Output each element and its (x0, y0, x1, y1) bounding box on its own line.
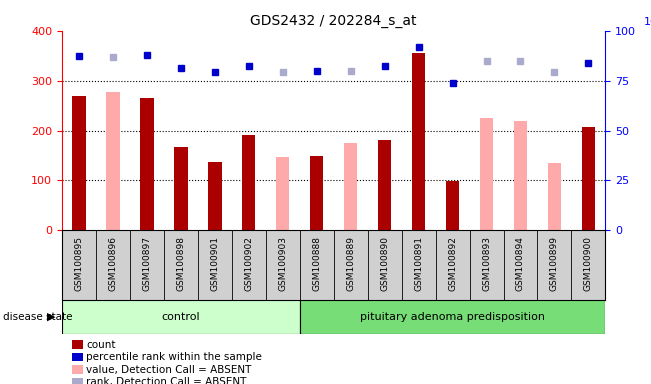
Bar (242, 134, 255, 230)
Text: GSM100889: GSM100889 (346, 236, 355, 291)
Text: control: control (161, 312, 200, 322)
Bar (140, 98, 154, 230)
Bar (412, 53, 425, 230)
Text: GSM100895: GSM100895 (74, 236, 83, 291)
Bar (446, 182, 460, 230)
Text: GSM100888: GSM100888 (312, 236, 321, 291)
Bar (174, 147, 187, 230)
Bar (62, 300, 299, 334)
Bar (106, 92, 120, 230)
Text: GSM100898: GSM100898 (176, 236, 186, 291)
Text: GSM100899: GSM100899 (550, 236, 559, 291)
Text: value, Detection Call = ABSENT: value, Detection Call = ABSENT (86, 365, 251, 375)
Bar (581, 127, 595, 230)
Title: GDS2432 / 202284_s_at: GDS2432 / 202284_s_at (251, 14, 417, 28)
Bar (480, 118, 493, 230)
Bar (514, 121, 527, 230)
Text: rank, Detection Call = ABSENT: rank, Detection Call = ABSENT (86, 377, 246, 384)
Bar (208, 162, 221, 230)
Text: GSM100893: GSM100893 (482, 236, 491, 291)
Text: GSM100903: GSM100903 (278, 236, 287, 291)
Text: count: count (86, 340, 115, 350)
Text: 100%: 100% (643, 17, 651, 27)
Text: disease state: disease state (3, 312, 73, 322)
Text: percentile rank within the sample: percentile rank within the sample (86, 352, 262, 362)
Bar (299, 300, 605, 334)
Text: GSM100891: GSM100891 (414, 236, 423, 291)
Text: GSM100894: GSM100894 (516, 236, 525, 291)
Text: GSM100902: GSM100902 (244, 236, 253, 291)
Text: GSM100897: GSM100897 (143, 236, 151, 291)
Bar (310, 156, 324, 230)
Text: ▶: ▶ (47, 312, 55, 322)
Text: GSM100896: GSM100896 (108, 236, 117, 291)
Bar (72, 96, 86, 230)
Text: GSM100900: GSM100900 (584, 236, 593, 291)
Bar (547, 163, 561, 230)
Bar (378, 139, 391, 230)
Bar (344, 143, 357, 230)
Text: GSM100892: GSM100892 (448, 236, 457, 291)
Text: GSM100901: GSM100901 (210, 236, 219, 291)
Text: pituitary adenoma predisposition: pituitary adenoma predisposition (360, 312, 545, 322)
Text: GSM100890: GSM100890 (380, 236, 389, 291)
Bar (276, 157, 290, 230)
